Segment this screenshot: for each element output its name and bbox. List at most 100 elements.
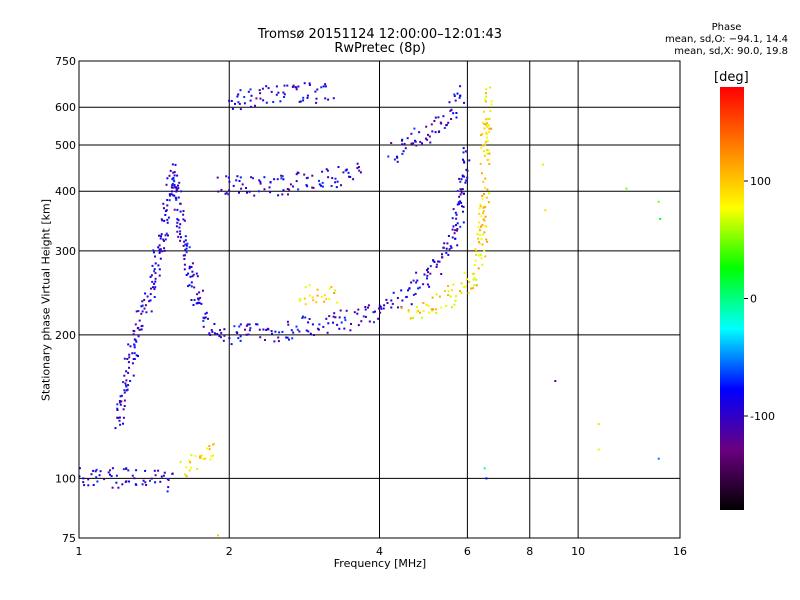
data-point <box>308 294 311 297</box>
data-point <box>447 253 450 256</box>
data-point <box>286 320 289 323</box>
data-point <box>372 311 375 314</box>
data-point <box>99 470 102 473</box>
data-point <box>171 182 174 185</box>
data-point <box>138 319 141 322</box>
data-point <box>103 478 106 481</box>
data-point <box>188 459 191 462</box>
data-point <box>177 219 180 222</box>
data-point <box>220 331 223 334</box>
data-point <box>126 358 129 360</box>
y-tick-label: 75 <box>62 532 76 545</box>
data-point <box>482 218 485 221</box>
data-point <box>115 481 118 484</box>
data-point <box>203 317 206 320</box>
data-point <box>478 221 481 224</box>
data-point <box>151 264 154 267</box>
data-point <box>452 283 455 286</box>
data-point <box>382 307 385 310</box>
data-point <box>141 310 144 313</box>
data-point <box>479 253 482 256</box>
data-point <box>137 310 140 312</box>
data-point <box>171 472 174 475</box>
data-point <box>166 490 169 493</box>
data-point <box>459 94 462 97</box>
data-point <box>426 269 428 272</box>
data-point <box>334 177 337 180</box>
data-point <box>150 287 152 290</box>
data-point <box>170 193 173 196</box>
data-point <box>249 99 252 102</box>
data-point <box>163 471 166 474</box>
data-point <box>401 152 404 155</box>
data-point <box>236 175 239 178</box>
data-point <box>199 296 202 299</box>
data-point <box>127 384 130 387</box>
data-point <box>98 474 101 477</box>
data-point <box>262 328 265 331</box>
data-point <box>259 182 262 185</box>
data-point <box>140 305 143 308</box>
data-point <box>258 179 261 182</box>
data-point <box>167 479 170 482</box>
data-point <box>465 179 468 182</box>
data-point <box>481 198 484 201</box>
data-point <box>416 279 419 282</box>
data-point <box>129 380 132 382</box>
data-point <box>145 311 148 314</box>
data-point <box>169 169 172 172</box>
data-point <box>228 337 231 340</box>
data-point <box>123 389 126 392</box>
data-point <box>452 225 455 228</box>
data-point <box>454 237 457 240</box>
data-point <box>277 340 280 343</box>
data-point <box>343 327 346 330</box>
data-point <box>258 190 260 193</box>
data-point <box>440 273 443 275</box>
data-point <box>357 308 360 311</box>
data-point <box>193 286 196 289</box>
data-point <box>448 101 451 104</box>
data-point <box>202 319 205 322</box>
data-point <box>455 213 458 216</box>
data-point <box>123 391 126 394</box>
data-point <box>405 295 408 298</box>
data-point <box>321 295 323 298</box>
data-point <box>290 329 293 332</box>
data-point <box>198 291 201 294</box>
data-point <box>415 271 418 274</box>
data-point <box>338 327 341 330</box>
data-point <box>486 136 488 139</box>
data-point <box>116 409 119 411</box>
data-point <box>184 243 187 246</box>
data-point <box>239 339 242 342</box>
data-point <box>149 299 152 302</box>
data-point <box>303 297 306 300</box>
data-point <box>412 293 415 296</box>
data-point <box>165 183 168 186</box>
data-point <box>236 95 239 98</box>
data-point <box>421 316 423 319</box>
data-point <box>160 233 163 236</box>
data-point <box>453 232 456 235</box>
data-point <box>209 458 212 461</box>
chart-subtitle: RwPretec (8p) <box>334 41 426 56</box>
data-point <box>483 110 485 113</box>
data-point <box>410 303 413 306</box>
data-point <box>286 188 289 190</box>
data-point <box>269 191 272 194</box>
data-point <box>188 284 191 287</box>
data-point <box>484 215 487 218</box>
data-point <box>428 311 431 314</box>
data-point <box>432 308 435 311</box>
data-point <box>419 311 421 314</box>
data-point <box>205 311 208 314</box>
data-point <box>174 163 177 166</box>
data-point <box>625 187 628 190</box>
data-point <box>401 299 404 302</box>
x-tick-label: 2 <box>226 545 233 558</box>
data-point <box>143 298 146 301</box>
data-point <box>483 150 485 153</box>
data-point <box>190 454 193 457</box>
data-point <box>410 281 413 284</box>
